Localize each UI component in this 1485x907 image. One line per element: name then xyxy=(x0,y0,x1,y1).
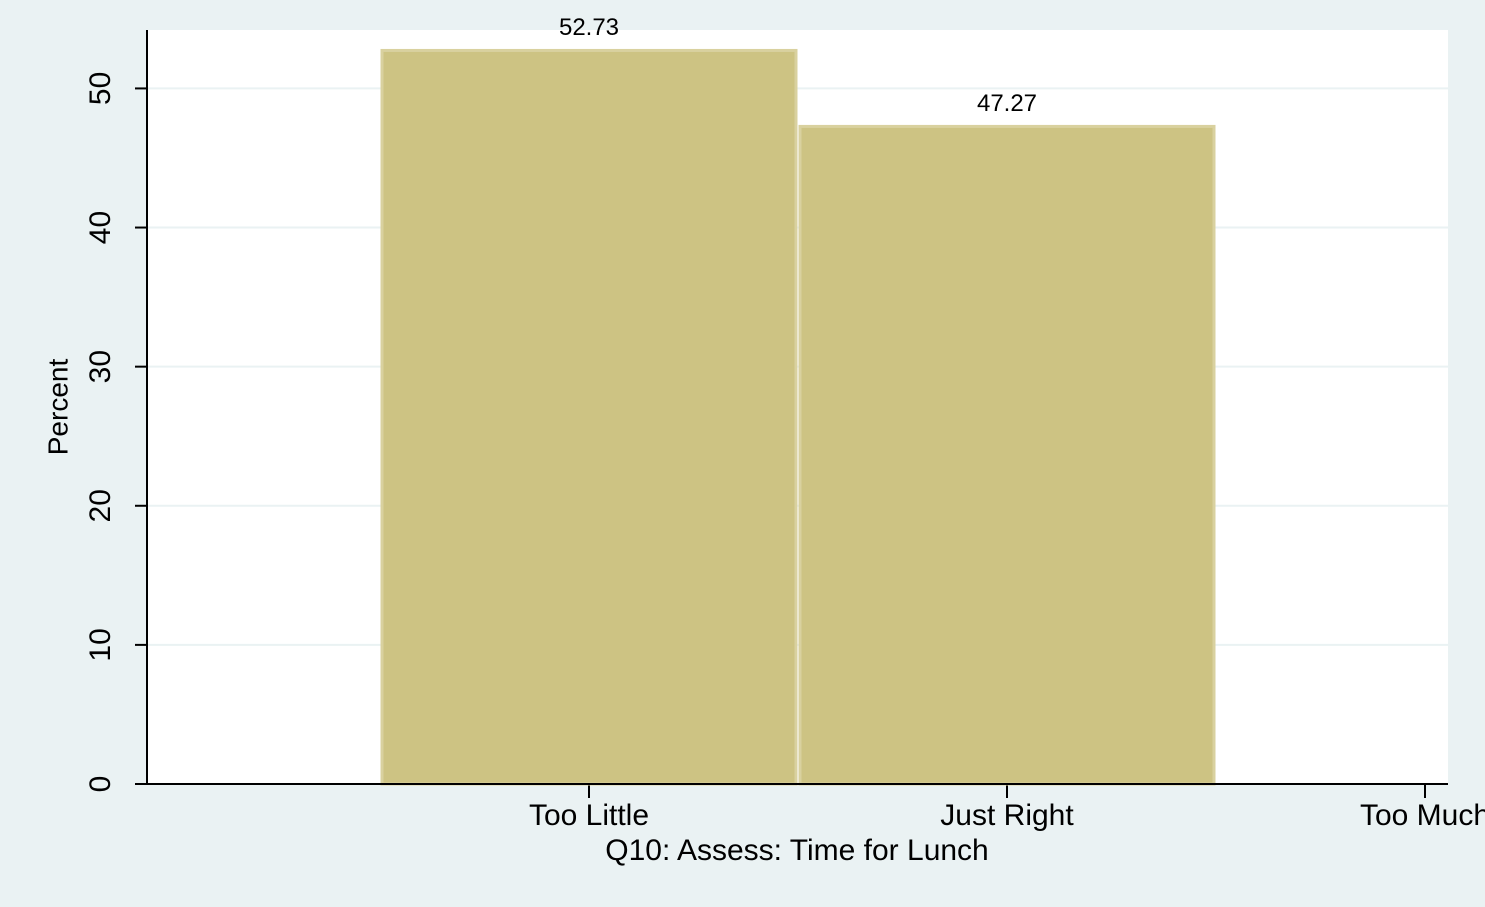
bar xyxy=(798,124,1216,786)
value-label: 47.27 xyxy=(977,90,1037,117)
y-axis-title: Percent xyxy=(42,359,73,456)
x-tick-label: Too Much xyxy=(1360,799,1485,832)
bar xyxy=(380,48,798,786)
x-tick-label: Just Right xyxy=(940,799,1074,832)
value-label: 52.73 xyxy=(559,14,619,41)
y-tick-label: 0 xyxy=(84,776,117,793)
y-tick-label: 30 xyxy=(84,350,117,383)
y-tick-label: 50 xyxy=(84,72,117,105)
y-tick-label: 40 xyxy=(84,211,117,244)
x-tick-label: Too Little xyxy=(529,799,649,832)
x-axis-title: Q10: Assess: Time for Lunch xyxy=(605,834,989,867)
y-tick-label: 20 xyxy=(84,489,117,522)
y-tick-label: 10 xyxy=(84,628,117,661)
